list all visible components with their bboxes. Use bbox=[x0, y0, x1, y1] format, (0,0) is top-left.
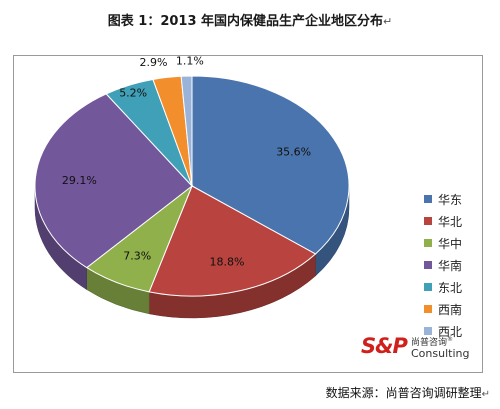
data-label-华中: 7.3% bbox=[123, 249, 151, 262]
legend-label: 华北 bbox=[438, 214, 463, 229]
logo-english: Consulting bbox=[411, 347, 470, 360]
logo-chinese: 尚普咨询® bbox=[411, 335, 453, 348]
data-label-华东: 35.6% bbox=[276, 145, 311, 158]
pie-data-labels: 35.6% 18.8% 7.3% 29.1% 5.2% 2.9% 1.1% bbox=[62, 56, 311, 268]
legend-swatch bbox=[424, 239, 432, 247]
legend-item-西南: 西南 bbox=[424, 300, 484, 318]
legend-swatch bbox=[424, 195, 432, 203]
legend-item-华中: 华中 bbox=[424, 234, 484, 252]
legend-label: 东北 bbox=[438, 280, 463, 295]
legend-swatch bbox=[424, 217, 432, 225]
legend-item-华南: 华南 bbox=[424, 256, 484, 274]
legend-item-华东: 华东 bbox=[424, 190, 484, 208]
pie-chart: 35.6% 18.8% 7.3% 29.1% 5.2% 2.9% 1.1% bbox=[34, 56, 350, 319]
data-label-华南: 29.1% bbox=[62, 174, 97, 187]
chart-legend: 华东华北华中华南东北西南西北 bbox=[424, 190, 484, 344]
legend-swatch bbox=[424, 305, 432, 313]
pie-slice-华北 bbox=[148, 185, 317, 297]
legend-label: 华南 bbox=[438, 258, 463, 273]
chart-title-text: 图表 1：2013 年国内保健品生产企业地区分布 bbox=[107, 14, 384, 29]
legend-swatch bbox=[424, 283, 432, 291]
pie-top bbox=[34, 75, 350, 297]
data-source-note: 数据来源：尚普咨询调研整理↵ bbox=[326, 384, 490, 401]
pie-slice-华东 bbox=[191, 75, 350, 255]
legend-swatch bbox=[424, 261, 432, 269]
data-label-东北: 5.2% bbox=[119, 86, 147, 99]
legend-item-华北: 华北 bbox=[424, 212, 484, 230]
pie-slice-华南 bbox=[34, 93, 193, 269]
data-label-华北: 18.8% bbox=[209, 255, 244, 268]
data-label-西北: 1.1% bbox=[176, 56, 204, 68]
chart-frame: 35.6% 18.8% 7.3% 29.1% 5.2% 2.9% 1.1% 华东华北华中华南… bbox=[13, 55, 483, 373]
legend-item-西北: 西北 bbox=[424, 322, 484, 340]
data-source-text: 数据来源：尚普咨询调研整理 bbox=[325, 386, 482, 400]
legend-swatch bbox=[424, 327, 432, 335]
logo-chinese-text: 尚普咨询 bbox=[411, 338, 448, 348]
chart-title: 图表 1：2013 年国内保健品生产企业地区分布↵ bbox=[0, 10, 500, 29]
sp-consulting-logo: S&P 尚普咨询® Consulting bbox=[361, 334, 481, 364]
return-mark-icon: ↵ bbox=[383, 15, 393, 28]
legend-label: 华中 bbox=[438, 236, 463, 251]
logo-mark: S&P bbox=[361, 334, 408, 358]
legend-label: 华东 bbox=[438, 192, 463, 207]
registered-mark: ® bbox=[447, 336, 454, 343]
legend-label: 西北 bbox=[438, 324, 463, 339]
legend-item-东北: 东北 bbox=[424, 278, 484, 296]
legend-label: 西南 bbox=[438, 302, 463, 317]
pie-slice-西北 bbox=[180, 75, 193, 187]
return-mark-icon: ↵ bbox=[481, 389, 490, 400]
data-label-西南: 2.9% bbox=[139, 56, 167, 69]
